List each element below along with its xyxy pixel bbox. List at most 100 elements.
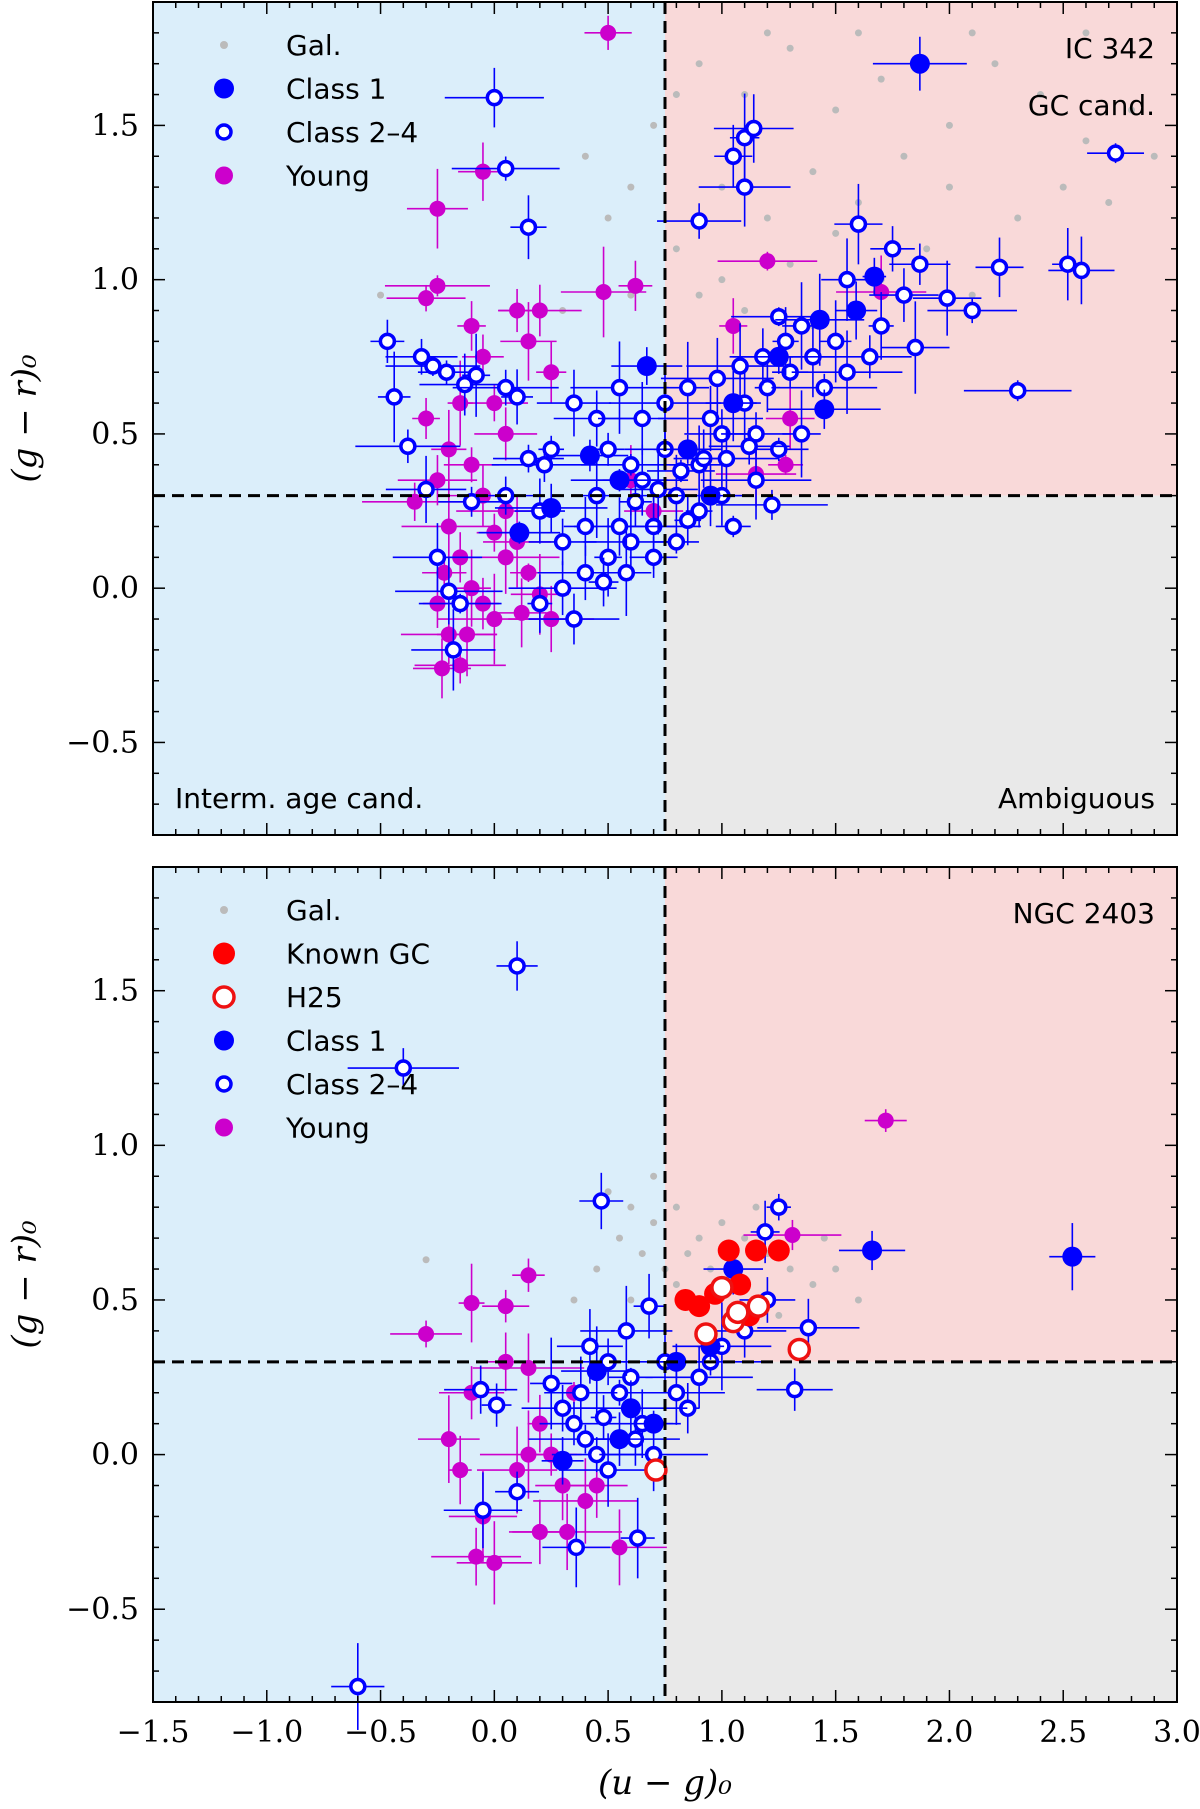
gal-point — [672, 1203, 680, 1211]
class24-point — [740, 437, 758, 456]
legend-marker — [215, 1118, 233, 1137]
legend-marker — [220, 41, 228, 49]
class24-point — [599, 1461, 617, 1479]
class24-point — [838, 270, 856, 289]
known-gc-point — [717, 1239, 740, 1262]
class24-point — [617, 1322, 636, 1340]
young-point — [627, 277, 644, 294]
class1-point — [541, 497, 562, 518]
top-panel: −0.5 0.0 0.5 1.0 1.5 (g − r)₀ Gal. Class 1 Class… — [5, 1, 1178, 836]
young-point — [595, 284, 612, 301]
gal-point — [581, 152, 589, 160]
legend-label: Young — [285, 1112, 370, 1145]
plot-frame — [152, 1, 1178, 836]
gal-point — [809, 168, 817, 176]
young-point — [486, 395, 503, 412]
class1-point — [509, 522, 530, 543]
gal-point — [900, 152, 908, 160]
young-point — [611, 1539, 628, 1556]
class24-point — [906, 338, 925, 357]
legend-label: Class 1 — [286, 73, 386, 106]
class24-point — [770, 440, 788, 459]
gal-point — [741, 307, 749, 315]
gal-point — [1082, 29, 1090, 37]
young-point — [452, 395, 469, 412]
class24-point — [911, 255, 929, 273]
h25-point — [746, 1294, 771, 1318]
young-point — [429, 277, 446, 294]
young-point — [520, 1267, 537, 1284]
class24-point — [610, 378, 629, 397]
class24-point — [701, 409, 720, 428]
y-tick-label: −0.5 — [66, 725, 139, 760]
x-tick-label: −1.0 — [230, 1715, 303, 1750]
class24-point — [553, 1399, 572, 1417]
y-tick-label: 1.5 — [91, 974, 139, 1009]
class24-point — [599, 440, 617, 459]
class24-point — [565, 1414, 583, 1433]
gal-point — [695, 1234, 703, 1242]
region-label-interm-age: Interm. age cand. — [175, 782, 423, 815]
class24-point — [440, 582, 458, 601]
gal-point — [615, 1234, 623, 1242]
class24-point — [717, 449, 736, 468]
class24-point — [1008, 381, 1027, 400]
legend-marker — [214, 78, 234, 99]
young-point — [463, 456, 480, 473]
class24-point — [731, 357, 749, 375]
class1-point — [677, 439, 698, 460]
gal-point — [786, 260, 794, 268]
class1-point — [862, 1240, 883, 1261]
gal-point — [1014, 214, 1022, 222]
legend-marker — [214, 1030, 234, 1051]
gal-point — [968, 29, 976, 37]
gal-point — [1036, 91, 1044, 99]
class24-point — [594, 573, 613, 591]
gal-point — [763, 29, 771, 37]
class24-point — [672, 462, 690, 480]
young-point — [406, 493, 423, 510]
class1-point — [579, 445, 600, 466]
gal-point — [752, 1203, 760, 1211]
class24-point — [565, 394, 583, 412]
class24-point — [849, 215, 868, 233]
x-tick-label: 0.5 — [584, 1715, 632, 1750]
class24-point — [565, 610, 583, 628]
h25-point — [787, 1337, 812, 1362]
region-bottom-right-background — [665, 1361, 1177, 1702]
gal-point — [627, 1203, 635, 1211]
region-label-gc-cand: GC cand. — [1028, 89, 1155, 122]
young-point — [497, 425, 514, 442]
h25-point — [710, 1275, 734, 1300]
class1-point — [909, 53, 930, 74]
young-point — [520, 1446, 537, 1463]
class1-point — [1062, 1246, 1083, 1267]
class24-point — [776, 332, 795, 351]
y-tick-label: 0.5 — [91, 1283, 139, 1318]
legend-marker — [215, 123, 233, 141]
class24-point — [883, 240, 902, 258]
class24-point — [963, 301, 981, 320]
young-point — [782, 410, 799, 427]
class24-point — [667, 1383, 686, 1402]
gal-point — [820, 1234, 828, 1242]
known-gc-point — [688, 1295, 711, 1318]
class1-point — [620, 1398, 641, 1419]
class24-point — [735, 178, 754, 196]
gal-point — [854, 1296, 862, 1304]
gal-point — [695, 60, 703, 68]
young-point — [433, 660, 450, 677]
class24-point — [747, 471, 765, 489]
class24-point — [576, 1430, 595, 1448]
young-point — [429, 200, 446, 217]
gal-point — [923, 245, 931, 253]
gal-point — [741, 1234, 749, 1242]
gal-point — [1059, 183, 1067, 191]
data-points — [331, 941, 1096, 1730]
legend-label: Gal. — [286, 29, 342, 62]
gal-point — [672, 1281, 680, 1288]
known-gc-point — [767, 1239, 790, 1262]
class24-point — [640, 1297, 658, 1315]
class24-point — [485, 88, 504, 107]
